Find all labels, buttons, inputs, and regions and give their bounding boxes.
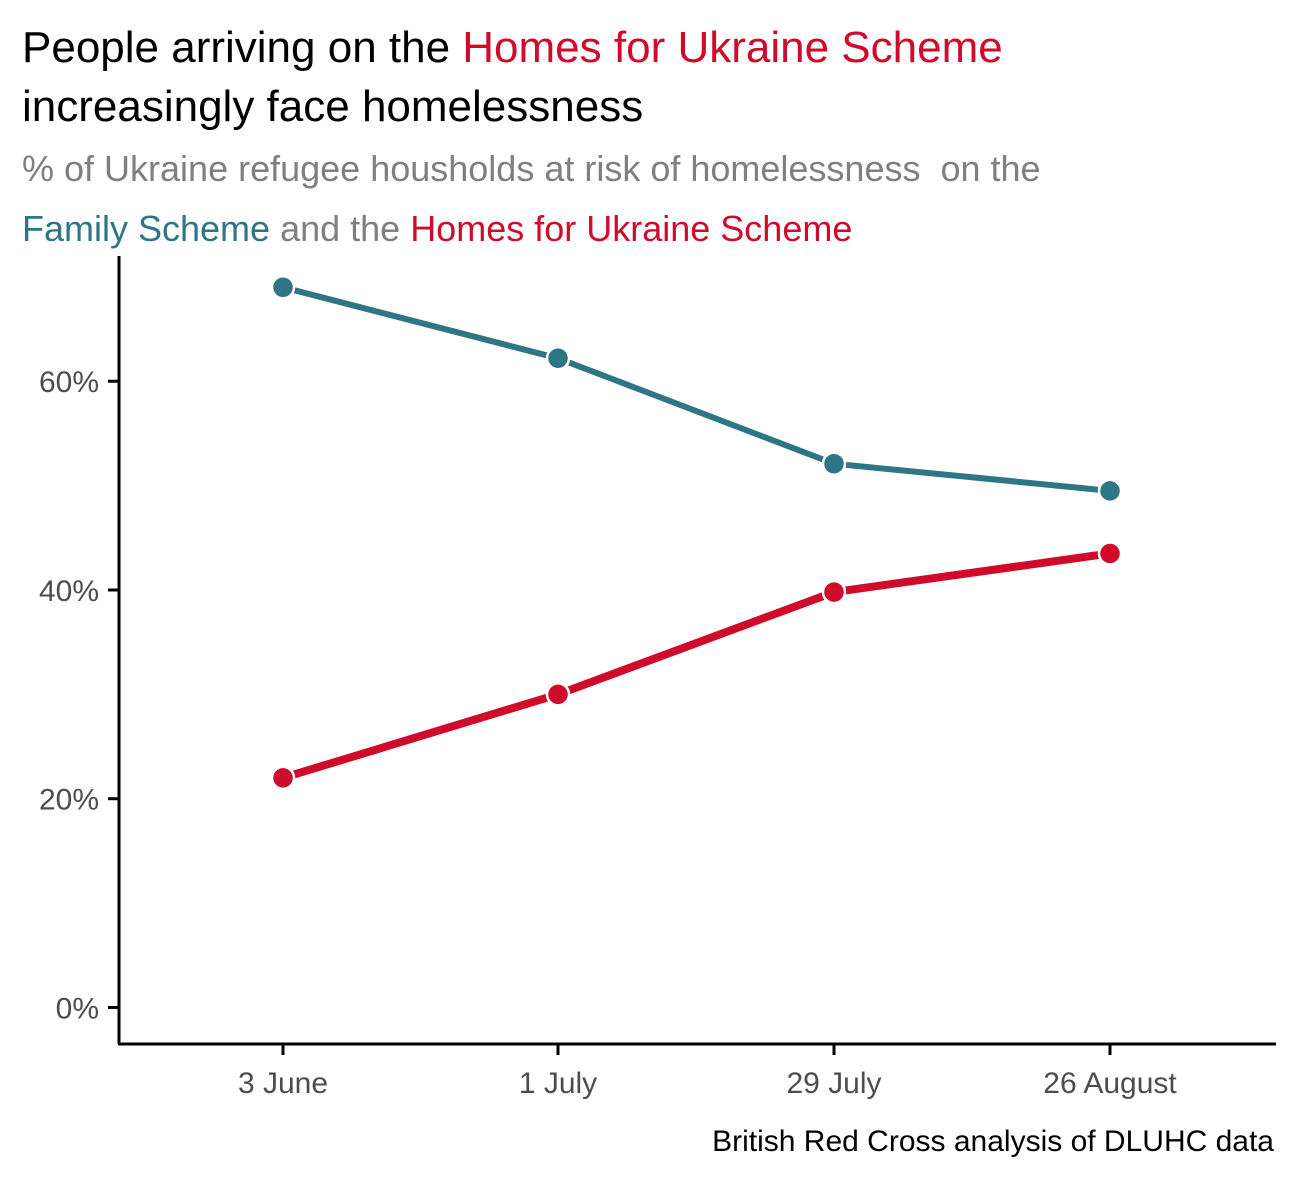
x-tick-label: 29 July xyxy=(786,1067,881,1100)
subtitle-homes-scheme: Homes for Ukraine Scheme xyxy=(410,208,852,249)
series-1-point xyxy=(270,275,296,300)
y-tick-label: 20% xyxy=(39,784,99,817)
series-2-point xyxy=(821,579,847,605)
y-tick-label: 40% xyxy=(39,575,99,608)
series-2-point xyxy=(545,682,571,707)
title-prefix: People arriving on the xyxy=(22,23,462,72)
y-tick-label: 60% xyxy=(39,366,99,399)
series-line-1 xyxy=(280,284,1113,494)
x-axis-ticks: 3 June 1 July 29 July 26 August xyxy=(238,1044,1177,1100)
x-tick-label: 26 August xyxy=(1043,1067,1177,1100)
series-line-2 xyxy=(279,549,1114,782)
chart-subtitle-line2: Family Scheme and the Homes for Ukraine … xyxy=(22,208,852,249)
subtitle-family-scheme: Family Scheme xyxy=(22,208,270,249)
subtitle-mid: and the xyxy=(270,208,410,249)
y-tick-label: 0% xyxy=(56,992,99,1025)
series-2-point xyxy=(270,765,296,791)
title-highlight: Homes for Ukraine Scheme xyxy=(462,23,1002,72)
series-2-point xyxy=(1097,541,1123,566)
series-points xyxy=(270,275,1123,791)
x-tick-label: 3 June xyxy=(238,1067,328,1100)
chart-title: People arriving on the Homes for Ukraine… xyxy=(22,23,1003,72)
chart-title-line2: increasingly face homelessness xyxy=(22,82,643,131)
chart-subtitle: % of Ukraine refugee housholds at risk o… xyxy=(22,148,1041,189)
series-1-point xyxy=(545,346,571,371)
y-axis-ticks: 0% 20% 40% 60% xyxy=(39,366,119,1025)
chart-caption: British Red Cross analysis of DLUHC data xyxy=(712,1125,1274,1158)
series-1-point xyxy=(821,451,847,476)
series-1-point xyxy=(1097,478,1123,504)
series-lines xyxy=(279,284,1114,782)
x-tick-label: 1 July xyxy=(519,1067,597,1100)
